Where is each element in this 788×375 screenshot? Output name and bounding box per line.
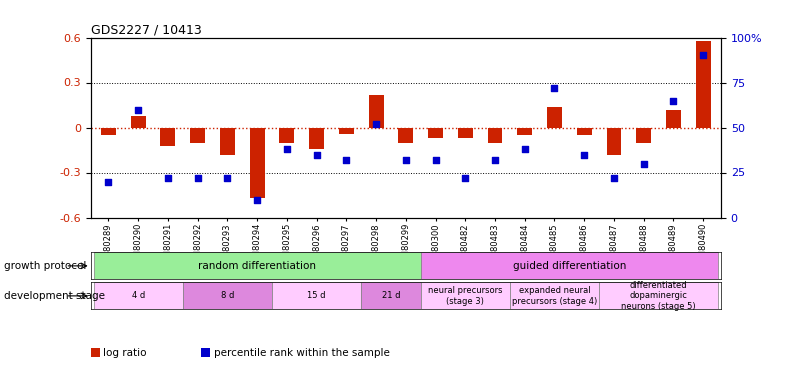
Text: 8 d: 8 d bbox=[221, 291, 234, 300]
Text: 15 d: 15 d bbox=[307, 291, 326, 300]
Text: 21 d: 21 d bbox=[381, 291, 400, 300]
Point bbox=[191, 175, 204, 181]
Point bbox=[697, 53, 709, 58]
Bar bbox=[488, 128, 503, 142]
Bar bbox=[399, 128, 413, 142]
Bar bbox=[607, 128, 622, 154]
Point bbox=[400, 157, 412, 163]
Point bbox=[281, 146, 293, 152]
Point bbox=[370, 121, 382, 127]
Bar bbox=[161, 128, 176, 146]
Bar bbox=[599, 282, 718, 309]
Point bbox=[667, 98, 680, 104]
Text: GDS2227 / 10413: GDS2227 / 10413 bbox=[91, 23, 202, 36]
Bar bbox=[428, 128, 443, 138]
Text: random differentiation: random differentiation bbox=[198, 261, 316, 271]
Bar bbox=[421, 282, 510, 309]
Bar bbox=[636, 128, 651, 142]
Point bbox=[102, 178, 115, 184]
Point bbox=[340, 157, 353, 163]
Bar bbox=[220, 128, 235, 154]
Bar bbox=[361, 282, 421, 309]
Text: log ratio: log ratio bbox=[103, 348, 147, 357]
Bar bbox=[309, 128, 324, 148]
Bar bbox=[94, 252, 421, 279]
Bar bbox=[696, 40, 711, 128]
Bar bbox=[547, 106, 562, 128]
Point bbox=[132, 106, 144, 112]
Point bbox=[221, 175, 234, 181]
Point bbox=[578, 152, 590, 157]
Bar bbox=[101, 128, 116, 135]
Text: differentiated
dopaminergic
neurons (stage 5): differentiated dopaminergic neurons (sta… bbox=[621, 281, 696, 311]
Text: expanded neural
precursors (stage 4): expanded neural precursors (stage 4) bbox=[512, 286, 597, 306]
Point bbox=[548, 85, 561, 91]
Text: percentile rank within the sample: percentile rank within the sample bbox=[214, 348, 389, 357]
Bar bbox=[421, 252, 718, 279]
Bar bbox=[458, 128, 473, 138]
Text: 4 d: 4 d bbox=[132, 291, 145, 300]
Bar bbox=[339, 128, 354, 134]
Bar bbox=[577, 128, 592, 135]
Point bbox=[519, 146, 531, 152]
Bar bbox=[272, 282, 361, 309]
Bar bbox=[518, 128, 532, 135]
Bar bbox=[510, 282, 599, 309]
Bar bbox=[183, 282, 272, 309]
Text: development stage: development stage bbox=[4, 291, 105, 301]
Text: neural precursors
(stage 3): neural precursors (stage 3) bbox=[428, 286, 503, 306]
Point bbox=[310, 152, 323, 157]
Bar bbox=[250, 128, 265, 198]
Bar bbox=[131, 116, 146, 128]
Point bbox=[489, 157, 501, 163]
Point bbox=[429, 157, 442, 163]
Bar bbox=[666, 110, 681, 128]
Point bbox=[251, 196, 263, 202]
Point bbox=[162, 175, 174, 181]
Bar bbox=[280, 128, 294, 142]
Bar bbox=[369, 94, 384, 128]
Text: growth protocol: growth protocol bbox=[4, 261, 87, 271]
Point bbox=[459, 175, 471, 181]
Bar bbox=[190, 128, 205, 142]
Text: guided differentiation: guided differentiation bbox=[513, 261, 626, 271]
Bar bbox=[94, 282, 183, 309]
Point bbox=[608, 175, 620, 181]
Point bbox=[637, 160, 650, 166]
